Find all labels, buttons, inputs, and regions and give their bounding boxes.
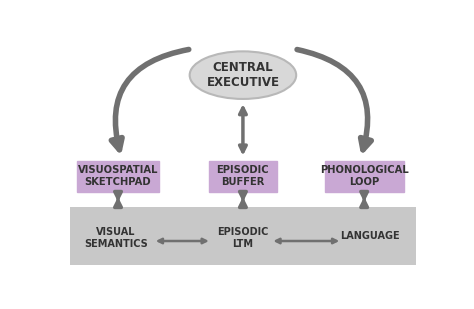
Text: EPISODIC
BUFFER: EPISODIC BUFFER	[217, 165, 269, 187]
Text: EPISODIC
LTM: EPISODIC LTM	[217, 227, 269, 249]
Text: PHONOLOGICAL
LOOP: PHONOLOGICAL LOOP	[320, 165, 409, 187]
Text: VISUAL
SEMANTICS: VISUAL SEMANTICS	[84, 227, 148, 249]
Ellipse shape	[190, 51, 296, 99]
FancyBboxPatch shape	[77, 161, 159, 192]
FancyBboxPatch shape	[325, 161, 404, 192]
Text: CENTRAL
EXECUTIVE: CENTRAL EXECUTIVE	[206, 61, 280, 89]
FancyBboxPatch shape	[209, 161, 277, 192]
Text: LANGUAGE: LANGUAGE	[340, 231, 400, 241]
Bar	[70, 207, 416, 265]
Text: VISUOSPATIAL
SKETCHPAD: VISUOSPATIAL SKETCHPAD	[78, 165, 158, 187]
